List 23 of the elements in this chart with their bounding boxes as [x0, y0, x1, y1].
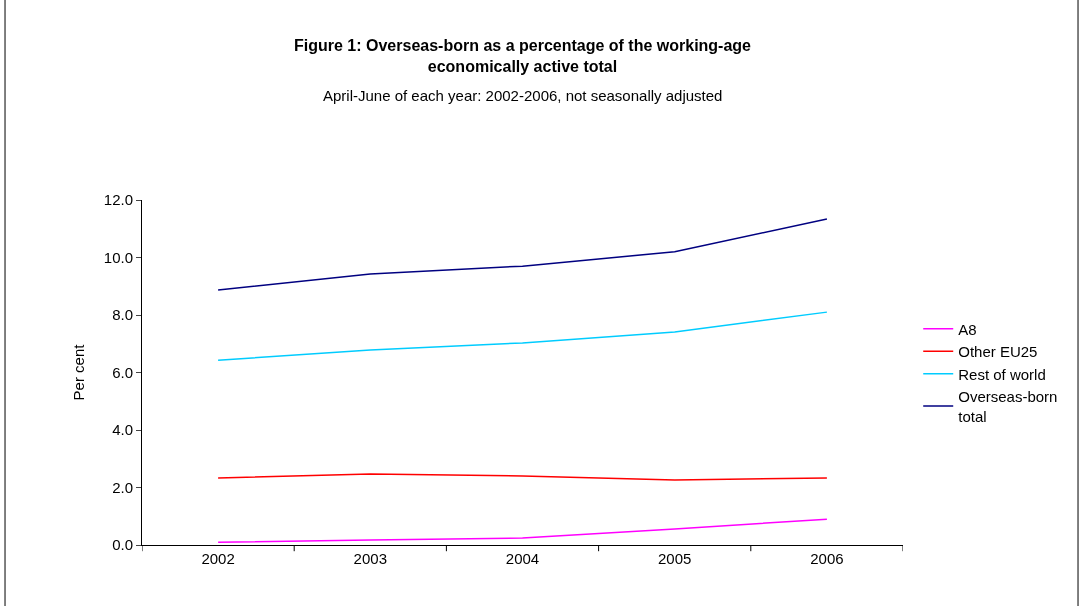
y-tick-label: 2.0 [112, 478, 133, 496]
chart-subtitle: April-June of each year: 2002-2006, not seasonally adjusted [323, 87, 723, 104]
y-tick-label: 6.0 [112, 363, 133, 381]
y-axis-title: Per cent [70, 343, 88, 401]
y-tick-label: 8.0 [112, 306, 133, 324]
line-series [217, 518, 828, 543]
x-tick-label: 2003 [353, 550, 387, 567]
y-tick-label: 10.0 [103, 248, 133, 266]
legend-label: Other EU25 [958, 343, 1038, 361]
x-tick-label: 2002 [201, 550, 235, 567]
x-tick-label: 2005 [658, 550, 692, 567]
y-tick-label: 12.0 [103, 191, 133, 209]
legend-label: Overseas-born total [958, 388, 1058, 425]
y-tick-label: 4.0 [112, 421, 133, 439]
y-tick-label: 0.0 [112, 536, 133, 554]
line-series [217, 311, 828, 361]
line-series [217, 473, 828, 481]
chart-title: Figure 1: Overseas-born as a percentage of the working-age economically active total [294, 37, 752, 75]
line-series [217, 218, 828, 291]
legend-label: Rest of world [958, 365, 1046, 383]
x-tick-label: 2006 [810, 550, 844, 567]
legend-label: A8 [958, 320, 977, 338]
x-tick-label: 2004 [505, 550, 540, 567]
